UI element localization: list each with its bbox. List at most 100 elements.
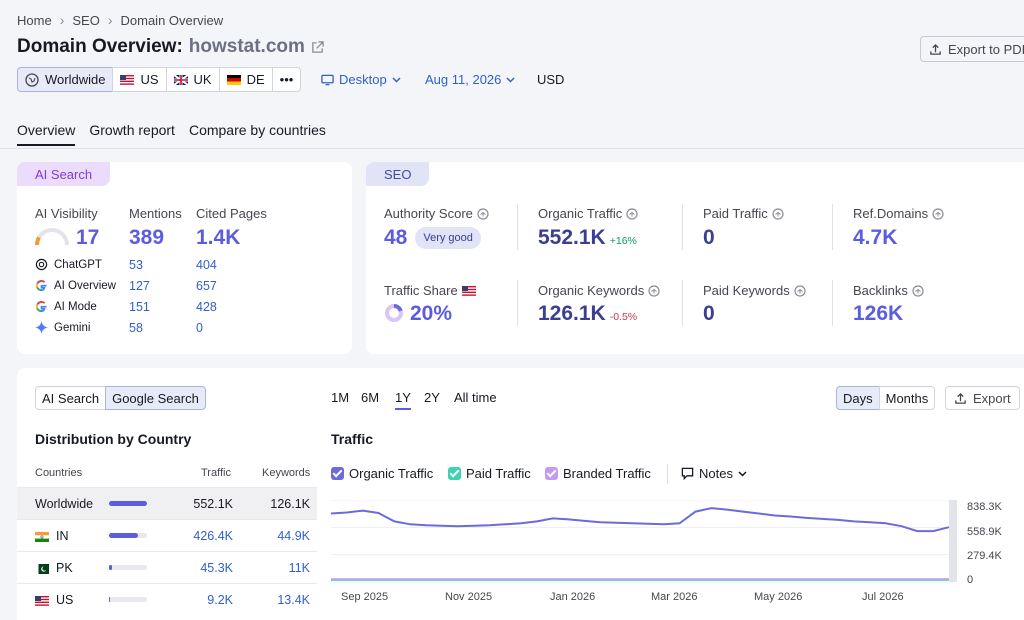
checkbox-checked-icon[interactable] — [545, 467, 558, 480]
table-row[interactable]: US 9.2K 13.4K — [17, 583, 317, 615]
report-tabs: Overview Growth report Compare by countr… — [17, 122, 326, 146]
country-traffic[interactable]: 9.2K — [207, 593, 233, 607]
divider — [682, 280, 683, 326]
info-icon[interactable] — [648, 284, 660, 297]
tab-compare-by-countries[interactable]: Compare by countries — [188, 122, 326, 138]
divider — [832, 280, 833, 326]
ref-domains-value[interactable]: 4.7K — [853, 226, 898, 249]
paid-traffic-value[interactable]: 0 — [703, 226, 715, 249]
device-dropdown[interactable]: Desktop — [321, 72, 401, 87]
info-icon[interactable] — [477, 207, 489, 220]
source-cited[interactable]: 428 — [196, 300, 217, 314]
chart-scroll-handle[interactable] — [949, 500, 957, 582]
paid-keywords-value[interactable]: 0 — [703, 302, 715, 325]
source-mentions[interactable]: 53 — [129, 258, 143, 272]
legend-branded[interactable]: Branded Traffic — [545, 466, 651, 481]
info-icon[interactable] — [794, 284, 806, 297]
db-de-button[interactable]: DE — [218, 67, 273, 92]
cited-pages-value[interactable]: 1.4K — [196, 226, 241, 249]
external-link-icon[interactable] — [311, 40, 324, 54]
notes-dropdown[interactable]: Notes — [681, 466, 747, 481]
ai-visibility-value[interactable]: 17 — [76, 226, 100, 249]
info-icon[interactable] — [932, 207, 944, 220]
granularity-days[interactable]: Days — [836, 386, 880, 410]
info-icon[interactable] — [772, 207, 784, 220]
organic-traffic-number[interactable]: 552.1K — [538, 226, 606, 249]
authority-score-number[interactable]: 48 — [384, 226, 408, 249]
ai-visibility-label: AI Visibility — [35, 206, 98, 221]
y-tick: 0 — [967, 574, 974, 586]
de-flag-icon — [226, 74, 241, 85]
checkbox-checked-icon[interactable] — [331, 467, 344, 480]
country-name: US — [56, 593, 74, 607]
source-cited[interactable]: 404 — [196, 258, 217, 272]
traffic-line-chart[interactable] — [331, 500, 961, 588]
info-icon[interactable] — [912, 284, 924, 297]
period-all-time[interactable]: All time — [454, 390, 497, 405]
granularity-months[interactable]: Months — [878, 386, 936, 410]
db-worldwide-button[interactable]: Worldwide — [17, 67, 114, 92]
col-countries: Countries — [35, 467, 83, 479]
country-name: IN — [56, 529, 69, 543]
source-cited[interactable]: 0 — [196, 321, 203, 335]
chart-export-button[interactable]: Export — [945, 386, 1020, 410]
country-traffic[interactable]: 426.4K — [193, 529, 233, 543]
db-uk-button[interactable]: UK — [165, 67, 220, 92]
backlinks-value[interactable]: 126K — [853, 302, 904, 325]
organic-traffic-label-text: Organic Traffic — [538, 206, 623, 221]
legend-organic[interactable]: Organic Traffic — [331, 466, 433, 481]
country-traffic[interactable]: 45.3K — [200, 561, 233, 575]
chevron-down-icon — [392, 76, 401, 83]
source-row-ai-overview: AI Overview — [35, 279, 116, 292]
currency-label: USD — [537, 72, 565, 87]
period-2y[interactable]: 2Y — [424, 390, 440, 405]
db-us-button[interactable]: US — [112, 67, 167, 92]
date-dropdown[interactable]: Aug 11, 2026 — [425, 72, 515, 87]
breadcrumb: Home › SEO › Domain Overview — [17, 12, 223, 28]
breadcrumb-seo[interactable]: SEO — [72, 12, 100, 28]
table-row[interactable]: Worldwide 552.1K 126.1K — [17, 487, 317, 519]
traffic-share-label-text: Traffic Share — [384, 283, 458, 298]
source-mentions[interactable]: 151 — [129, 300, 150, 314]
tab-overview[interactable]: Overview — [17, 122, 76, 146]
page-title-text: Domain Overview: — [17, 36, 183, 57]
db-uk-label: UK — [193, 72, 212, 87]
source-mentions[interactable]: 58 — [129, 321, 143, 335]
checkbox-checked-icon[interactable] — [448, 467, 461, 480]
us-flag-icon — [120, 74, 135, 85]
legend-paid[interactable]: Paid Traffic — [448, 466, 531, 481]
country-keywords[interactable]: 11K — [288, 561, 310, 575]
source-mentions[interactable]: 127 — [129, 279, 150, 293]
export-pdf-button[interactable]: Export to PDF — [920, 36, 1024, 62]
table-row[interactable]: IN 426.4K 44.9K — [17, 519, 317, 551]
period-1m[interactable]: 1M — [331, 390, 350, 405]
mentions-value[interactable]: 389 — [129, 226, 165, 249]
x-tick: May 2026 — [754, 591, 803, 603]
traffic-share-donut — [385, 304, 403, 322]
distribution-title: Distribution by Country — [35, 431, 192, 447]
toggle-ai-search[interactable]: AI Search — [35, 386, 107, 410]
country-keywords[interactable]: 44.9K — [277, 529, 310, 543]
domain-link[interactable]: howstat.com — [188, 36, 305, 57]
share-bar — [109, 597, 110, 602]
ai-search-card: AI Search AI Visibility 17 Mentions 389 … — [17, 162, 352, 354]
source-cited[interactable]: 657 — [196, 279, 217, 293]
period-6m[interactable]: 6M — [361, 390, 380, 405]
tab-growth-report[interactable]: Growth report — [89, 122, 175, 138]
source-name: AI Mode — [54, 300, 97, 313]
info-icon[interactable] — [626, 207, 638, 220]
country-keywords[interactable]: 13.4K — [277, 593, 310, 607]
traffic-share-value[interactable]: 20% — [410, 302, 453, 325]
upload-icon — [955, 392, 966, 404]
table-row[interactable]: PK 45.3K 11K — [17, 551, 317, 583]
organic-keywords-number[interactable]: 126.1K — [538, 302, 606, 325]
cited-pages-label: Cited Pages — [196, 206, 267, 221]
share-bar-track — [109, 597, 147, 602]
breadcrumb-home[interactable]: Home — [17, 12, 52, 28]
db-more-button[interactable]: ••• — [271, 67, 302, 92]
toggle-google-search[interactable]: Google Search — [105, 386, 206, 410]
legend-organic-label: Organic Traffic — [349, 466, 434, 481]
period-1y[interactable]: 1Y — [395, 390, 411, 410]
country-traffic: 552.1K — [193, 497, 233, 511]
divider — [667, 464, 668, 484]
